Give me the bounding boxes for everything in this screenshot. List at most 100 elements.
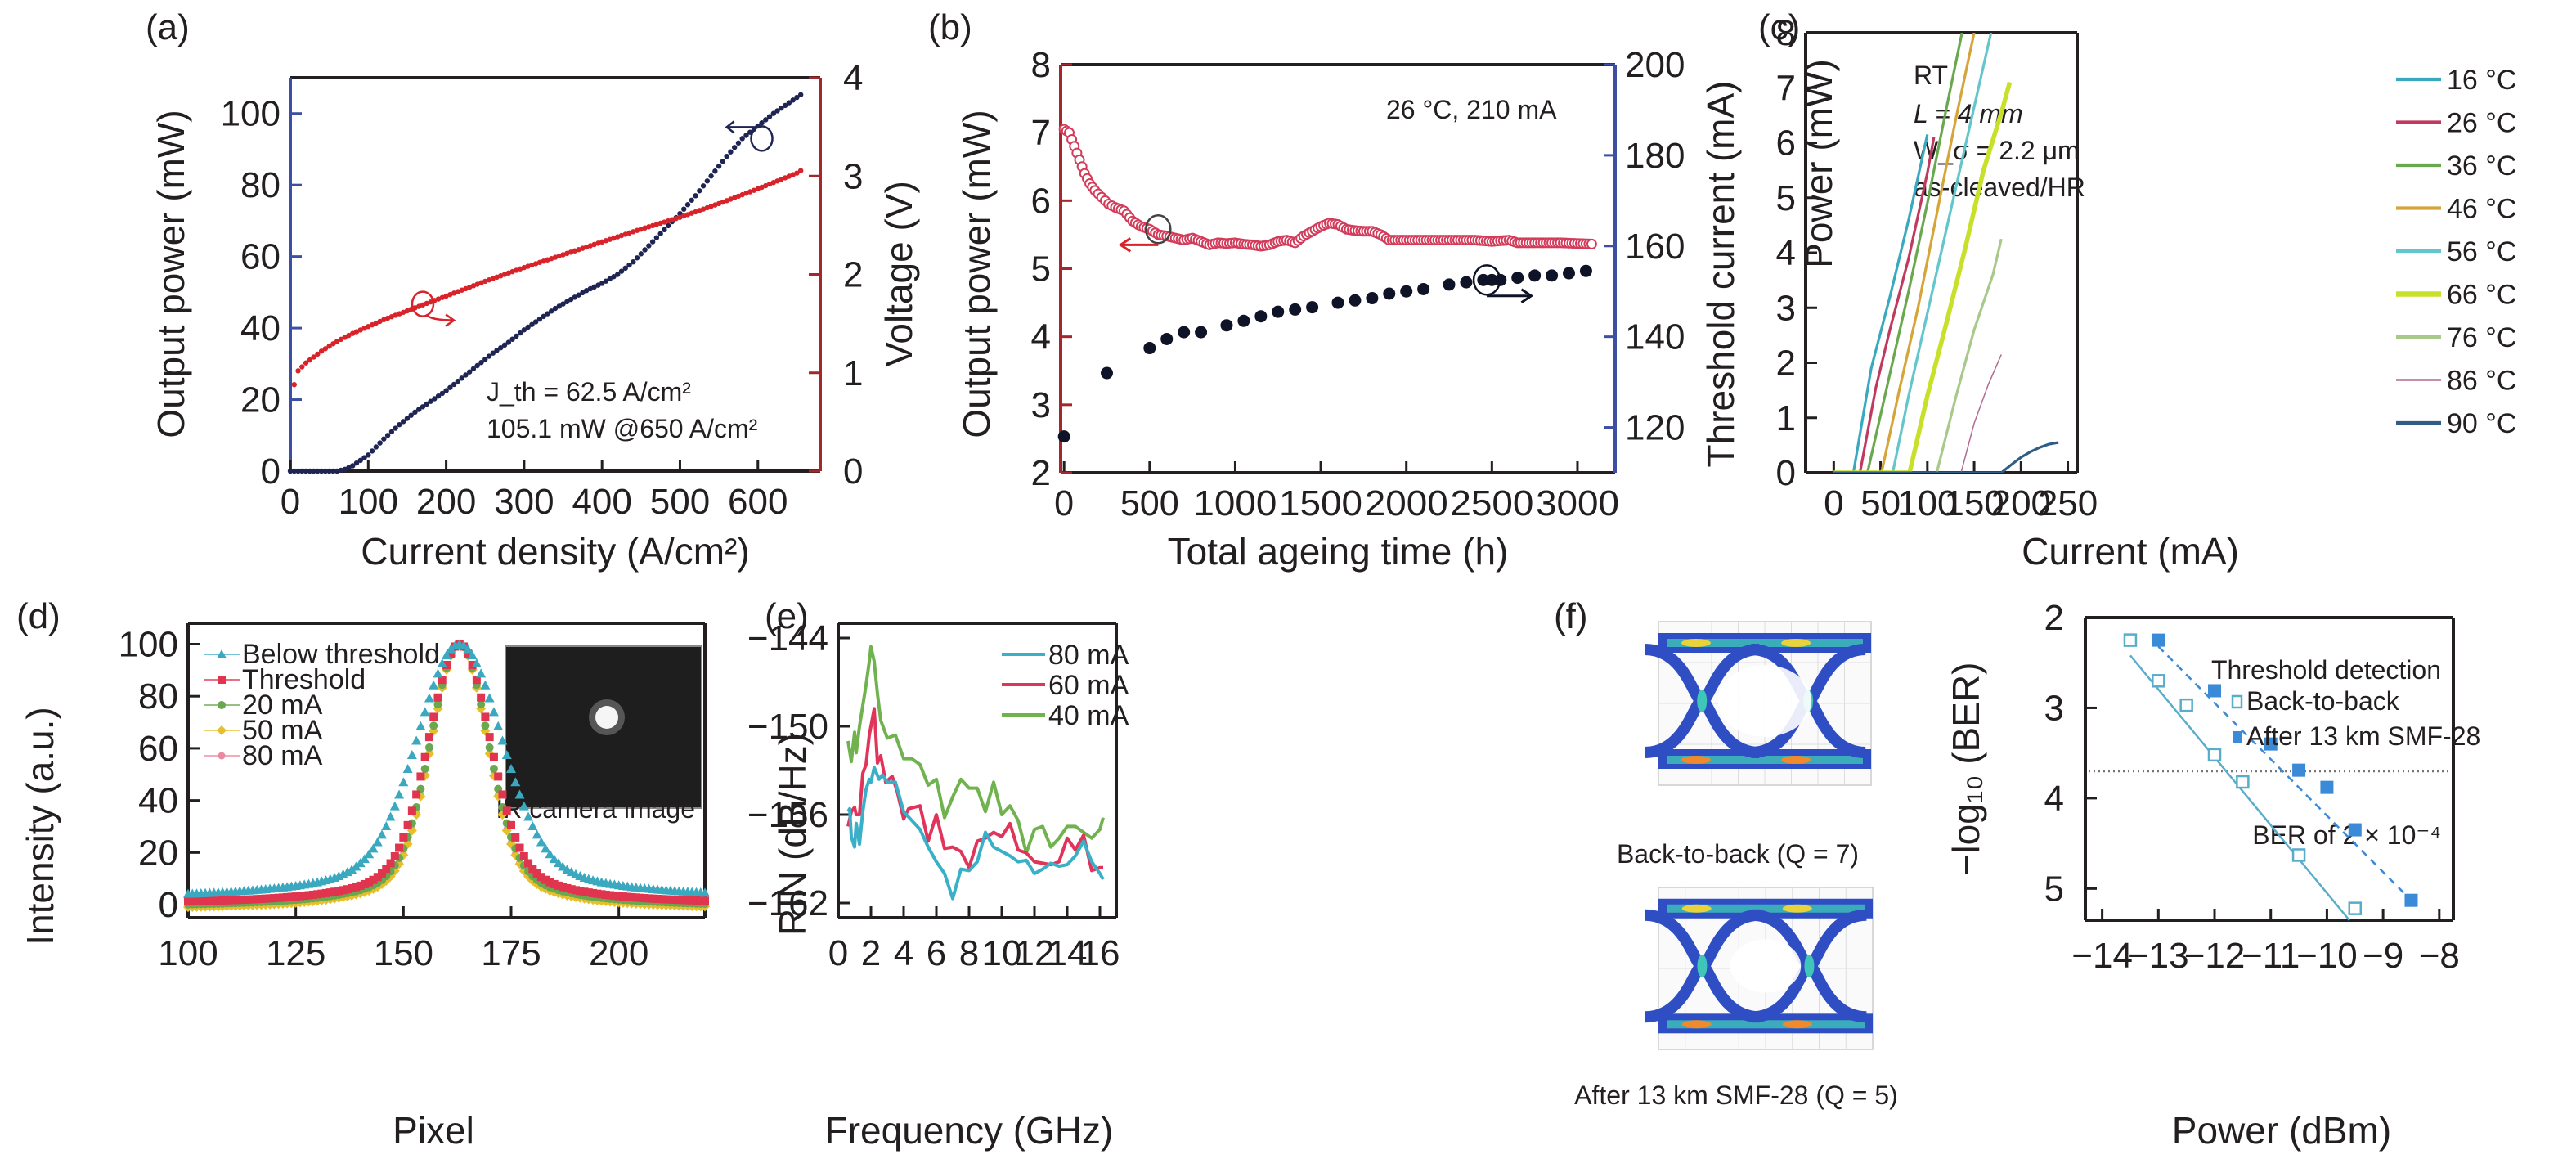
d-marker-square — [572, 886, 580, 895]
a-point-power — [731, 145, 738, 150]
b-threshold-point — [1160, 332, 1174, 345]
a-point-power — [486, 353, 492, 359]
d-marker-square — [528, 865, 537, 874]
e-series-line — [846, 766, 1105, 901]
a-point-voltage — [318, 348, 325, 354]
d-marker-square — [295, 892, 304, 901]
a-point-power — [724, 154, 729, 159]
d-marker-square — [550, 879, 559, 888]
d-marker-square — [648, 894, 657, 903]
f-point-after-smf28 — [2348, 823, 2362, 837]
d-marker-triangle — [377, 829, 387, 839]
a-xtick-label: 200 — [416, 482, 476, 522]
d-marker-circle — [485, 743, 494, 752]
f-point-back-to-back — [2236, 775, 2250, 789]
d-marker-square — [382, 865, 391, 874]
a-point-power — [700, 183, 707, 189]
d-marker-square — [266, 894, 275, 903]
e-legend-label: 80 mA — [1048, 640, 1129, 671]
a-point-power — [501, 342, 508, 348]
d-marker-square — [334, 887, 343, 896]
e-ytick-label: −162 — [747, 883, 828, 923]
d-marker-square — [627, 892, 636, 901]
f-ytick-label: 3 — [2044, 688, 2064, 728]
eye-hotspot — [1681, 756, 1711, 764]
d-marker-square — [395, 843, 404, 852]
b-threshold-point — [1349, 294, 1362, 307]
d-marker-square — [386, 859, 395, 868]
d-marker-square — [373, 873, 382, 882]
b-xlabel: Total ageing time (h) — [1168, 530, 1509, 573]
a-point-power — [459, 375, 464, 381]
a-point-power — [681, 206, 687, 212]
d-marker-square — [227, 896, 236, 905]
d-marker-triangle — [700, 887, 710, 897]
c-legend-label: 86 °C — [2447, 366, 2516, 397]
d-ytick-label: 20 — [138, 833, 178, 873]
d-marker-triangle — [398, 777, 409, 787]
e-xtick-label: 2 — [861, 933, 881, 973]
panel-f-ber: (f) Back-to-back (Q = 7) After 13 km SMF… — [1554, 596, 2480, 1152]
a-point-power — [716, 164, 722, 169]
d-marker-triangle — [545, 849, 555, 859]
a-point-power — [303, 468, 309, 474]
a-voltage-marker-circle — [411, 290, 435, 317]
eye-hotspot — [1781, 639, 1811, 647]
a-ytick-right-label: 0 — [843, 451, 863, 492]
d-marker-triangle — [514, 789, 525, 799]
d-plot-area: 100 125 150 175 200 0 20 40 60 80 100 Below thresho… — [119, 622, 710, 973]
a-point-power — [509, 336, 515, 342]
a-point-power — [743, 133, 749, 138]
d-marker-square — [222, 896, 231, 905]
c-series-line — [1833, 33, 1976, 473]
d-ytick-label: 60 — [138, 729, 178, 769]
d-marker-square — [477, 693, 486, 702]
a-point-power — [291, 468, 297, 474]
d-marker-diamond — [217, 725, 227, 735]
d-marker-square — [489, 752, 498, 761]
a-ytick-left-label: 20 — [240, 380, 280, 420]
e-ylabel: RIN (dB/Hz) — [771, 733, 814, 936]
a-point-power — [766, 114, 773, 119]
d-marker-triangle — [506, 764, 516, 774]
a-point-voltage — [291, 381, 297, 388]
b-xtick-label: 2000 — [1365, 483, 1448, 523]
a-ytick-right-label: 1 — [843, 353, 863, 393]
a-plot-area: 0 100 200 300 400 500 600 0 20 40 60 80 100 0 1 2 3 4 — [221, 58, 864, 522]
a-point-voltage — [299, 364, 305, 370]
d-marker-triangle — [394, 789, 405, 799]
d-marker-triangle — [424, 693, 434, 703]
d-marker-square — [424, 733, 433, 742]
b-ytick-right-label: 160 — [1625, 227, 1685, 267]
d-marker-square — [249, 895, 257, 904]
c-annotation-rt: RT — [1914, 61, 1948, 90]
d-marker-square — [287, 892, 296, 901]
eye-hotspot — [1781, 756, 1811, 764]
d-marker-square — [593, 889, 602, 898]
b-threshold-point — [1057, 430, 1070, 443]
a-point-power — [541, 313, 546, 320]
c-series-line — [1833, 33, 1963, 473]
d-marker-square — [300, 892, 309, 901]
a-point-voltage — [366, 324, 371, 330]
d-marker-square — [218, 896, 227, 905]
a-point-power — [580, 290, 586, 296]
a-point-power — [583, 287, 590, 294]
a-ytick-right-label: 2 — [843, 255, 863, 295]
c-series-line — [1833, 238, 2003, 473]
d-marker-square — [636, 893, 644, 902]
b-threshold-point — [1417, 282, 1430, 295]
a-point-power — [763, 117, 769, 123]
a-point-voltage — [311, 354, 316, 360]
a-point-power — [315, 468, 321, 474]
a-point-power — [470, 366, 477, 372]
d-marker-triangle — [217, 649, 227, 658]
b-ytick-left-label: 4 — [1031, 317, 1051, 357]
d-marker-square — [231, 896, 240, 905]
a-point-voltage — [361, 326, 367, 331]
d-marker-triangle — [510, 777, 521, 787]
b-threshold-point — [1528, 269, 1542, 282]
b-ytick-left-label: 7 — [1031, 113, 1051, 153]
a-point-power — [603, 278, 609, 284]
a-point-power — [576, 292, 581, 298]
